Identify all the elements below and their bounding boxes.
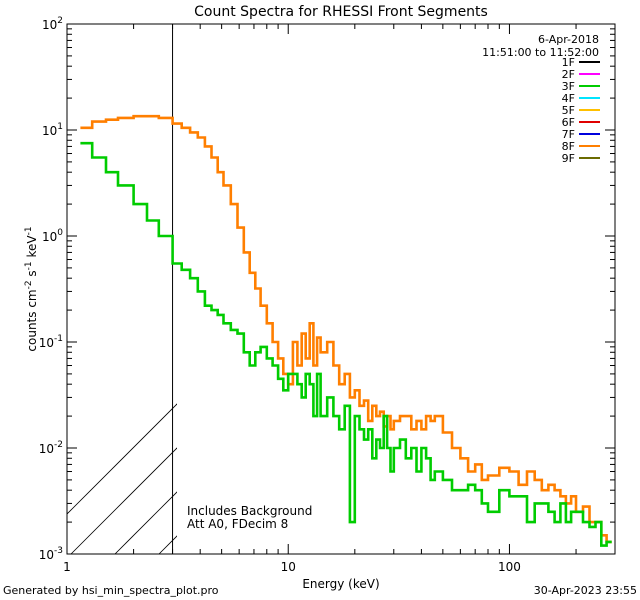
legend-label-6F: 6F [562, 116, 575, 129]
legend-label-9F: 9F [562, 152, 575, 165]
y-tick-label: 101 [42, 122, 63, 138]
y-tick-label: 10-3 [39, 546, 63, 562]
legend-label-7F: 7F [562, 128, 575, 141]
hatch-line [511, 24, 640, 554]
footer-timestamp: 30-Apr-2023 23:55 [534, 584, 637, 597]
hatched-region [67, 24, 640, 554]
x-tick-label: 100 [498, 560, 521, 574]
legend-label-8F: 8F [562, 140, 575, 153]
x-axis-label: Energy (keV) [302, 577, 379, 591]
y-tick-label: 10-2 [39, 440, 63, 456]
legend-label-3F: 3F [562, 80, 575, 93]
legend-label-5F: 5F [562, 104, 575, 117]
legend-time-range: 11:51:00 to 11:52:00 [482, 46, 599, 59]
legend: 6-Apr-2018 11:51:00 to 11:52:00 1F2F3F4F… [482, 33, 600, 165]
chart-title: Count Spectra for RHESSI Front Segments [194, 4, 488, 20]
legend-date: 6-Apr-2018 [538, 33, 599, 46]
legend-label-2F: 2F [562, 68, 575, 81]
series-3F [80, 141, 612, 547]
annotation-attenuator: Att A0, FDecim 8 [187, 517, 288, 531]
x-tick-label: 10 [281, 560, 296, 574]
hatch-line [599, 24, 640, 554]
x-tick-label: 1 [63, 560, 71, 574]
hatch-line [70, 447, 177, 554]
footer-generated-by: Generated by hsi_min_spectra_plot.pro [3, 584, 219, 597]
y-tick-label: 10-1 [39, 334, 63, 350]
hatch-line [67, 403, 177, 515]
legend-label-4F: 4F [562, 92, 575, 105]
y-tick-label: 102 [42, 16, 63, 32]
annotation-background: Includes Background [187, 504, 312, 518]
y-tick-label: 100 [42, 228, 63, 244]
hatch-line [291, 24, 640, 554]
series-8F [80, 114, 612, 544]
y-axis-label: counts cm-2 s-1 keV-1 [24, 226, 39, 351]
hatch-line [423, 24, 640, 554]
hatch-line [379, 24, 640, 554]
legend-label-1F: 1F [562, 56, 575, 69]
plot-frame [66, 23, 616, 555]
